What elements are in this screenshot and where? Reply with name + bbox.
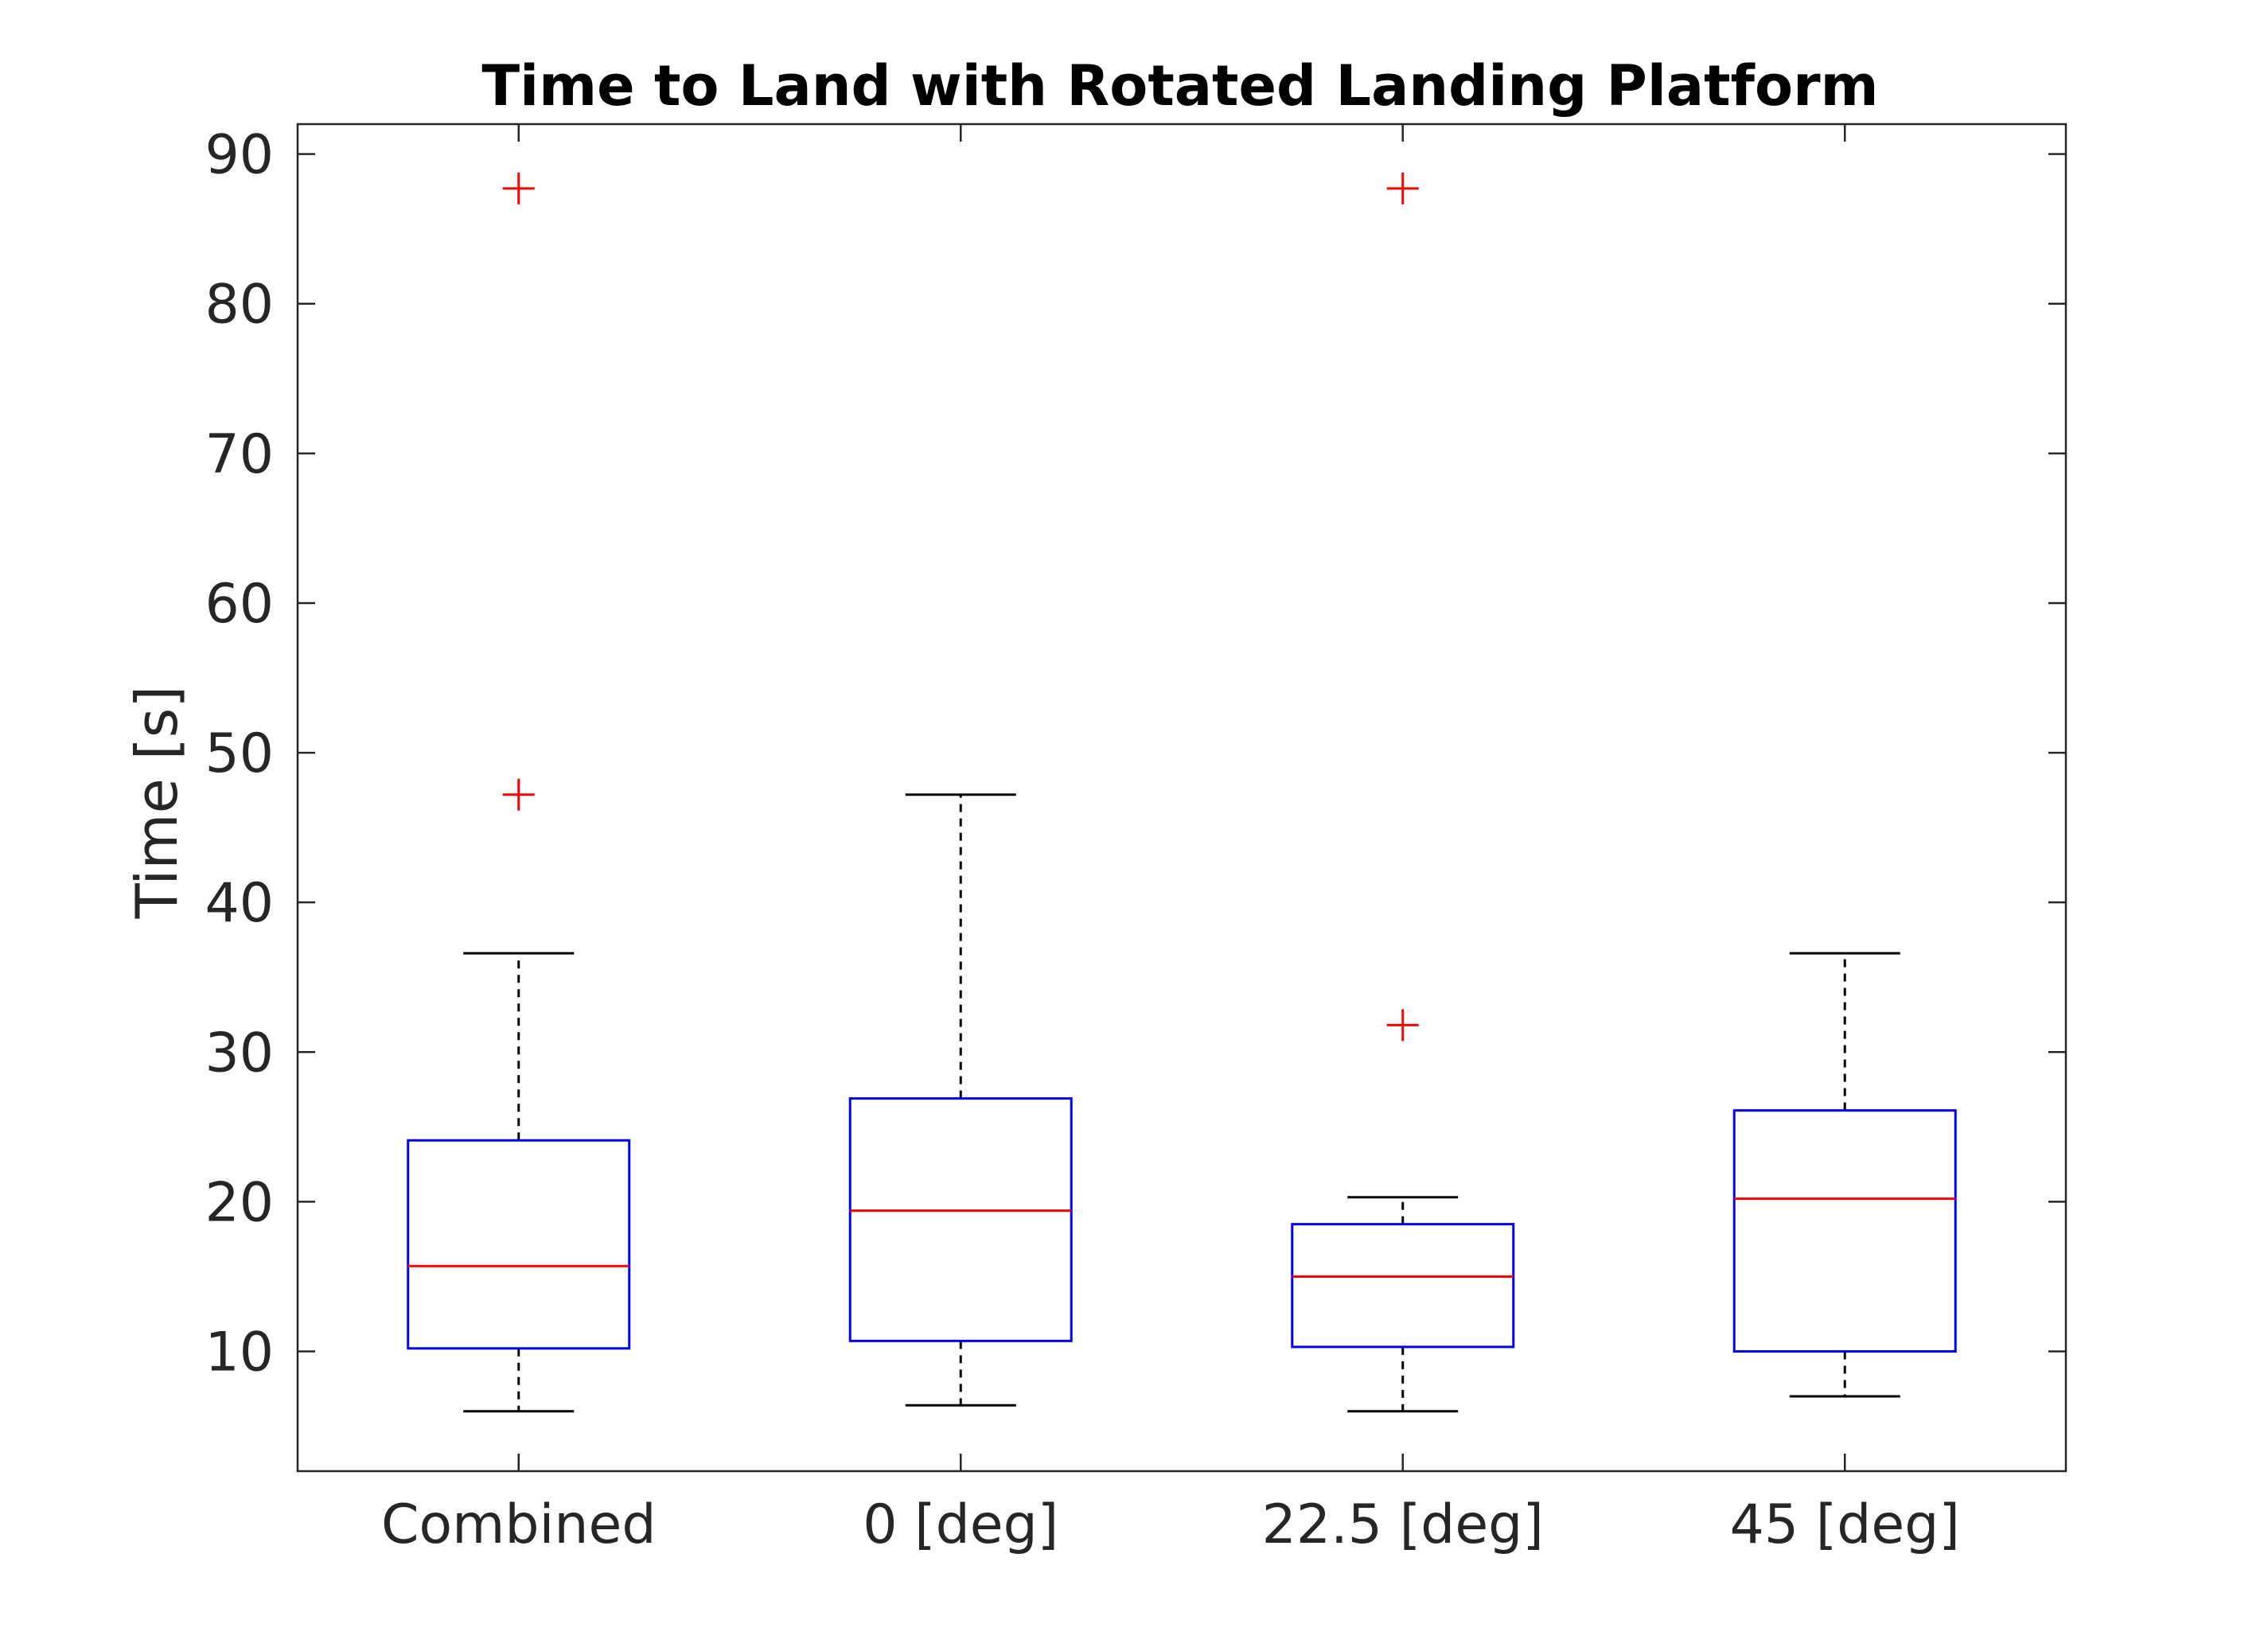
y-tick-label: 50 xyxy=(205,722,274,785)
iqr-box xyxy=(407,1139,631,1350)
box-series xyxy=(407,172,1957,1413)
y-tick-label: 80 xyxy=(205,274,274,337)
box-group xyxy=(407,172,631,1413)
outlier-marker xyxy=(502,172,535,204)
plot-area-frame xyxy=(296,123,2067,1473)
iqr-box xyxy=(848,1097,1073,1342)
box-group xyxy=(848,793,1073,1407)
y-tick-label: 90 xyxy=(205,124,274,187)
x-tick-label: 0 [deg] xyxy=(863,1493,1058,1556)
y-tick-label: 40 xyxy=(205,872,274,935)
axis-ticks: 10 20 30 40 50 60 70 80 90 Combined 0 [deg] 22.5 [d… xyxy=(205,124,2066,1556)
outlier-marker xyxy=(1386,172,1419,204)
y-tick-label: 20 xyxy=(205,1171,274,1234)
box-group xyxy=(1732,952,1957,1398)
y-axis-label: Time [s] xyxy=(123,686,190,920)
y-tick-label: 10 xyxy=(205,1322,274,1384)
y-tick-label: 70 xyxy=(205,423,274,486)
x-tick-label: Combined xyxy=(381,1493,656,1556)
y-tick-label: 60 xyxy=(205,573,274,636)
chart-title: Time to Land with Rotated Landing Platfo… xyxy=(481,53,1878,119)
y-tick-label: 30 xyxy=(205,1022,274,1084)
outlier-marker xyxy=(502,778,535,811)
iqr-box xyxy=(1291,1223,1515,1349)
outlier-marker xyxy=(1386,1009,1419,1041)
iqr-box xyxy=(1732,1109,1957,1353)
x-tick-label: 45 [deg] xyxy=(1730,1493,1960,1556)
box-group xyxy=(1291,172,1515,1413)
x-tick-label: 22.5 [deg] xyxy=(1262,1493,1544,1556)
